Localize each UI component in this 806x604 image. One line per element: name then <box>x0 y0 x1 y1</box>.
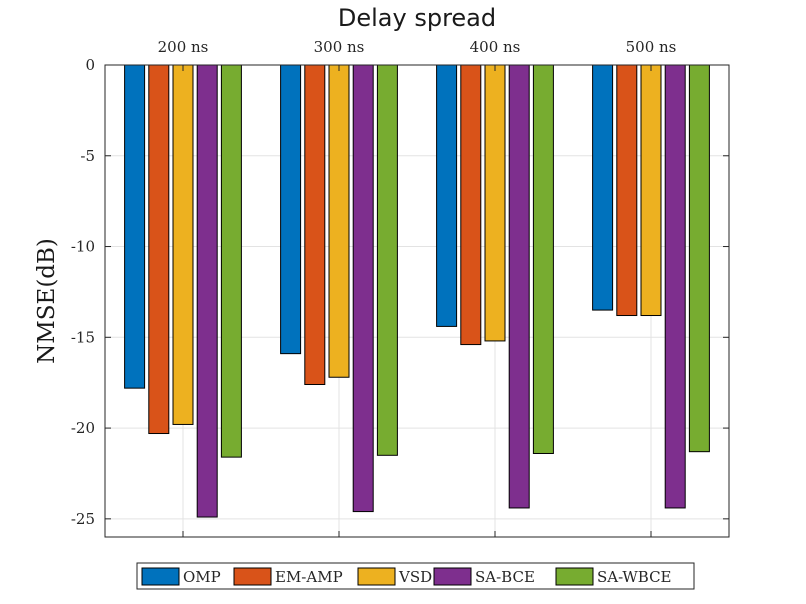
y-tick-label: -10 <box>71 238 95 256</box>
x-tick-label: 300 ns <box>314 38 365 56</box>
legend-label: SA-WBCE <box>597 568 672 586</box>
y-axis-label: NMSE(dB) <box>34 238 60 364</box>
x-tick-label: 200 ns <box>158 38 209 56</box>
bar-omp-400ns <box>436 64 458 327</box>
y-tick-label: -15 <box>71 328 95 346</box>
bar-sa-wbce-200ns <box>220 64 242 458</box>
ticks <box>105 64 729 537</box>
legend-swatch <box>555 567 594 586</box>
y-tick-label: -25 <box>71 510 95 528</box>
legend-label: OMP <box>183 568 221 586</box>
x-tick-labels: 200 ns 300 ns 400 ns 500 ns <box>158 38 677 56</box>
bar-vsd-300ns <box>328 64 350 378</box>
bar-sa-wbce-500ns <box>688 64 710 453</box>
bar-sa-wbce-300ns <box>376 64 398 456</box>
bar-em-amp-400ns <box>460 64 482 346</box>
plot-frame <box>104 64 730 538</box>
y-tick-label: 0 <box>85 56 95 74</box>
bar-em-amp-300ns <box>304 64 326 386</box>
bar-vsd-400ns <box>484 64 506 342</box>
legend: OMP EM-AMP VSD SA-BCE SA-WBCE <box>136 562 695 590</box>
legend-swatch <box>233 567 272 586</box>
legend-label: VSD <box>398 568 432 586</box>
y-tick-label: -5 <box>80 147 95 165</box>
bar-vsd-500ns <box>640 64 662 317</box>
bar-sa-wbce-400ns <box>532 64 554 454</box>
legend-swatch <box>141 567 180 586</box>
bar-omp-500ns <box>592 64 614 311</box>
chart-title: Delay spread <box>338 4 496 32</box>
legend-swatch <box>433 567 472 586</box>
legend-box <box>136 562 695 590</box>
bar-em-amp-500ns <box>616 64 638 317</box>
legend-label: SA-BCE <box>475 568 535 586</box>
bar-omp-200ns <box>124 64 146 389</box>
bar-sa-bce-200ns <box>196 64 218 518</box>
bar-sa-bce-400ns <box>508 64 530 509</box>
bar-em-amp-200ns <box>148 64 170 435</box>
y-tick-labels: 0 -5 -10 -15 -20 -25 <box>71 56 95 528</box>
y-tick-label: -20 <box>71 419 95 437</box>
legend-label: EM-AMP <box>275 568 343 586</box>
x-tick-label: 400 ns <box>470 38 521 56</box>
bar-omp-300ns <box>280 64 302 355</box>
bar-vsd-200ns <box>172 64 194 425</box>
x-tick-label: 500 ns <box>626 38 677 56</box>
bar-sa-bce-300ns <box>352 64 374 513</box>
legend-swatch <box>357 567 396 586</box>
bars <box>124 64 710 518</box>
bar-sa-bce-500ns <box>664 64 686 509</box>
